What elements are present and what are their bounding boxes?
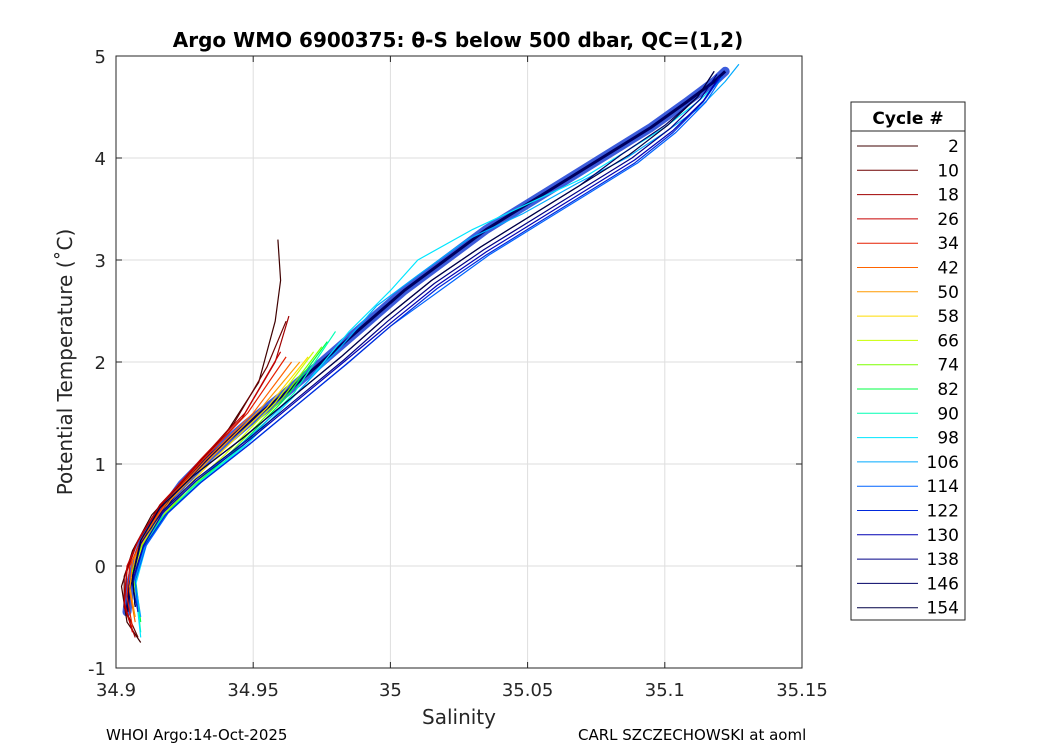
x-tick-label: 35.1 [645, 680, 685, 701]
footer-left: WHOI Argo:14-Oct-2025 [106, 726, 287, 744]
legend-title: Cycle # [872, 109, 943, 129]
x-tick-label: 35.05 [502, 680, 554, 701]
legend-label-cycle-26: 26 [937, 210, 959, 230]
series-line-cycle-26 [123, 351, 282, 633]
chart-title: Argo WMO 6900375: θ-S below 500 dbar, QC… [173, 28, 743, 52]
legend-label-cycle-66: 66 [937, 331, 959, 351]
y-tick-label: -1 [88, 659, 106, 680]
legend-label-cycle-154: 154 [927, 599, 959, 619]
x-tick-label: 34.95 [227, 680, 279, 701]
x-tick-label: 35 [379, 680, 402, 701]
legend-label-cycle-90: 90 [937, 404, 959, 424]
legend-label-cycle-10: 10 [937, 161, 959, 181]
axis-ticks: 34.9 34.95 35 35.05 35.1 35.15 -1 0 1 2 3 4 5 [88, 47, 828, 701]
legend-label-cycle-138: 138 [927, 550, 959, 570]
y-tick-label: 3 [95, 251, 106, 272]
series-line-cycle-34 [126, 356, 287, 628]
legend-label-cycle-82: 82 [937, 380, 959, 400]
y-tick-label: 2 [95, 353, 106, 374]
legend-label-cycle-50: 50 [937, 283, 959, 303]
grid-lines [116, 56, 802, 668]
legend-label-cycle-106: 106 [927, 453, 959, 473]
y-tick-label: 1 [95, 455, 106, 476]
legend-label-cycle-18: 18 [937, 186, 959, 206]
y-tick-label: 4 [95, 149, 106, 170]
series-line-cycle-154 [131, 70, 715, 607]
y-tick-label: 0 [95, 557, 106, 578]
legend-label-cycle-146: 146 [927, 574, 959, 594]
series-line-cycle-138 [131, 74, 718, 607]
x-tick-label: 35.15 [776, 680, 828, 701]
y-axis-label: Potential Temperature (˚C) [53, 229, 77, 496]
footer-right: CARL SZCZECHOWSKI at aoml [578, 726, 806, 744]
legend-label-cycle-114: 114 [927, 477, 959, 497]
legend-items: 2 10 18 26 34 42 50 58 66 74 82 90 98 106 114 122 130 138… [857, 137, 959, 619]
profile-curves [120, 63, 740, 643]
legend-label-cycle-98: 98 [937, 429, 959, 449]
series-line-cycle-122 [131, 78, 721, 613]
series-line-cycle-74 [131, 346, 323, 607]
legend-label-cycle-58: 58 [937, 307, 959, 327]
legend-label-cycle-42: 42 [937, 259, 959, 279]
series-line-cycle-130 [131, 76, 721, 607]
y-tick-label: 5 [95, 47, 106, 68]
legend-label-cycle-74: 74 [937, 356, 959, 376]
legend-label-cycle-122: 122 [927, 502, 959, 522]
x-axis-label: Salinity [422, 705, 496, 729]
legend: Cycle # 2 10 18 26 34 42 50 58 66 74 82 90 98 106 114 1… [850, 101, 966, 621]
legend-label-cycle-130: 130 [927, 526, 959, 546]
legend-label-cycle-2: 2 [948, 137, 959, 157]
x-tick-label: 34.9 [96, 680, 136, 701]
legend-box [850, 101, 966, 621]
legend-label-cycle-34: 34 [937, 234, 959, 254]
